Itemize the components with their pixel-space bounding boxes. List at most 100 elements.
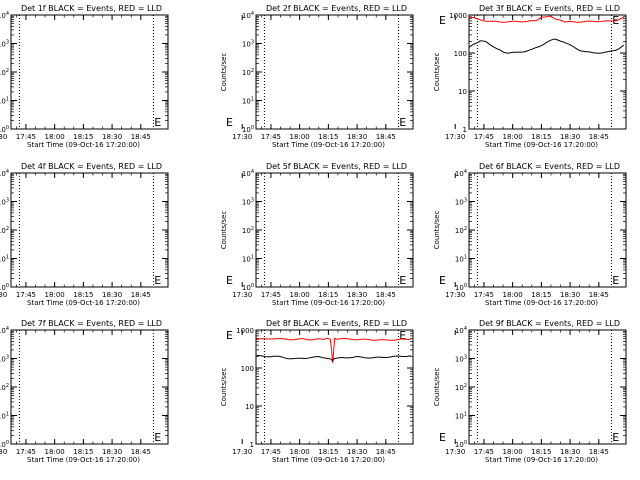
panel-7-y-tick-label: 101 <box>0 412 9 421</box>
panel-5-y-axis-label: Counts/sec <box>220 211 228 250</box>
panel-4-y-tick-label: 100 <box>0 283 9 292</box>
panel-7-y-tick-label: 100 <box>0 440 9 449</box>
panel-6-y-axis-label: Counts/sec <box>433 211 441 250</box>
panel-9-x-tick-label: 18:15 <box>531 448 551 456</box>
panel-3-x-tick-label: 18:00 <box>503 133 523 141</box>
panel-5-x-tick-label: 18:15 <box>318 291 338 299</box>
panel-8-x-axis-label: Start Time (09-Oct-16 17:20:00) <box>272 456 385 464</box>
panel-9-y-axis-label: Counts/sec <box>433 368 441 407</box>
panel-3-y-tick-label: 100 <box>454 50 467 58</box>
panel-6-x-tick-label: 18:00 <box>503 291 523 299</box>
panel-6-x-tick-label: 17:45 <box>474 291 494 299</box>
panel-1-x-tick-label: 18:30 <box>102 133 122 141</box>
detector-panel-9: Det 9f BLACK = Events, RED = LLD 100 101 10… <box>433 319 627 464</box>
panel-2-x-tick-label: 18:00 <box>290 133 310 141</box>
panel-7-y-tick-label: 103 <box>0 355 9 364</box>
panel-9-e-marker: E <box>439 431 446 444</box>
panel-6-y-tick-label: 104 <box>455 169 467 178</box>
panel-3-events-series <box>469 38 625 54</box>
detector-panel-8: Det 8f BLACK = Events, RED = LLD 1 10 100 10… <box>220 319 414 464</box>
panel-8-x-tick-label: 18:30 <box>347 448 367 456</box>
panel-5-y-tick-label: 103 <box>242 198 254 207</box>
panel-5-y-tick-label: 101 <box>242 255 254 264</box>
panel-5-x-tick-label: 17:45 <box>261 291 281 299</box>
panel-3-lld-series <box>469 15 624 23</box>
panel-8-y-tick-label: 10 <box>245 403 254 411</box>
panel-6-y-tick-label: 101 <box>455 255 467 264</box>
panel-9-x-axis-label: Start Time (09-Oct-16 17:20:00) <box>485 456 598 464</box>
panel-1-x-axis-label: Start Time (09-Oct-16 17:20:00) <box>27 141 140 149</box>
panel-3-y-axis-label: Counts/sec <box>433 53 441 92</box>
panel-4-x-tick-label: 18:15 <box>73 291 93 299</box>
panel-2-y-axis-label: Counts/sec <box>220 53 228 92</box>
panel-9-y-tick-label: 100 <box>455 440 467 449</box>
panel-1-y-tick-label: 103 <box>0 40 9 49</box>
panel-6-y-tick-label: 103 <box>455 198 467 207</box>
panel-6-x-tick-label: 18:15 <box>531 291 551 299</box>
detector-panel-1: Det 1f BLACK = Events, RED = LLD 100 101 10… <box>0 4 169 149</box>
panel-1-x-tick-label: 18:45 <box>131 133 151 141</box>
panel-5-x-axis-label: Start Time (09-Oct-16 17:20:00) <box>272 299 385 307</box>
panel-1-title: Det 1f BLACK = Events, RED = LLD <box>21 4 162 13</box>
detector-panel-4: Det 4f BLACK = Events, RED = LLD 100 101 10… <box>0 162 169 307</box>
panel-8-x-tick-label: 18:00 <box>290 448 310 456</box>
panel-5-e-marker: E <box>399 274 406 287</box>
detector-panel-5: Det 5f BLACK = Events, RED = LLD 100 101 10… <box>220 162 414 307</box>
panel-9-y-tick-label: 104 <box>455 326 467 335</box>
panel-8-title: Det 8f BLACK = Events, RED = LLD <box>266 319 407 328</box>
panel-5-title: Det 5f BLACK = Events, RED = LLD <box>266 162 407 171</box>
panel-5-x-tick-label: 18:00 <box>290 291 310 299</box>
panel-1-x-tick-label: 17:30 <box>0 133 7 141</box>
panel-8-e-marker: E <box>399 329 406 342</box>
panel-3-y-tick-label: 10 <box>458 88 467 96</box>
panel-2-y-tick-label: 102 <box>242 68 254 77</box>
panel-3-x-tick-label: 18:30 <box>560 133 580 141</box>
panel-8-x-tick-label: 17:45 <box>261 448 281 456</box>
panel-5-frame <box>255 172 414 288</box>
panel-1-x-tick-label: 17:45 <box>16 133 36 141</box>
panel-3-x-tick-label: 17:30 <box>445 133 465 141</box>
panel-2-x-tick-label: 17:30 <box>232 133 252 141</box>
panel-6-title: Det 6f BLACK = Events, RED = LLD <box>479 162 620 171</box>
panel-2-y-tick-label: 103 <box>242 40 254 49</box>
panel-7-y-tick-label: 102 <box>0 383 9 392</box>
panel-4-e-marker: E <box>154 274 161 287</box>
panel-6-e-marker: E <box>439 274 446 287</box>
panel-3-x-tick-label: 17:45 <box>474 133 494 141</box>
panel-8-e-marker: E <box>226 329 233 342</box>
panel-5-y-tick-label: 104 <box>242 169 254 178</box>
panel-6-x-tick-label: 18:30 <box>560 291 580 299</box>
panel-8-events-series <box>256 354 411 362</box>
panel-9-title: Det 9f BLACK = Events, RED = LLD <box>479 319 620 328</box>
panel-9-frame <box>468 329 627 445</box>
panel-7-e-marker: E <box>154 431 161 444</box>
panel-2-x-tick-label: 18:45 <box>376 133 396 141</box>
detector-panel-2: Det 2f BLACK = Events, RED = LLD 100 101 10… <box>220 4 414 149</box>
panel-7-x-axis-label: Start Time (09-Oct-16 17:20:00) <box>27 456 140 464</box>
panel-2-y-tick-label: 101 <box>242 97 254 106</box>
panel-2-y-tick-label: 104 <box>242 11 254 20</box>
panel-7-x-tick-label: 18:45 <box>131 448 151 456</box>
panel-3-e-marker: E <box>439 14 446 27</box>
panel-9-e-marker: E <box>612 431 619 444</box>
panel-9-y-tick-label: 102 <box>455 383 467 392</box>
panel-9-x-tick-label: 18:30 <box>560 448 580 456</box>
panel-7-x-tick-label: 17:30 <box>0 448 7 456</box>
panel-6-x-axis-label: Start Time (09-Oct-16 17:20:00) <box>485 299 598 307</box>
panel-7-y-tick-label: 104 <box>0 326 9 335</box>
panel-4-x-tick-label: 17:30 <box>0 291 7 299</box>
panel-4-y-tick-label: 102 <box>0 226 9 235</box>
panel-4-frame <box>10 172 169 288</box>
panel-2-x-tick-label: 18:15 <box>318 133 338 141</box>
panel-1-x-tick-label: 18:15 <box>73 133 93 141</box>
panel-8-y-tick-label: 1 <box>250 441 254 449</box>
panel-6-e-marker: E <box>612 274 619 287</box>
panel-1-e-marker: E <box>154 116 161 129</box>
panel-8-x-tick-label: 18:15 <box>318 448 338 456</box>
detector-panel-7: Det 7f BLACK = Events, RED = LLD 100 101 10… <box>0 319 169 464</box>
panel-8-frame <box>255 329 414 445</box>
panel-9-x-tick-label: 18:00 <box>503 448 523 456</box>
panel-5-x-tick-label: 18:30 <box>347 291 367 299</box>
panel-2-title: Det 2f BLACK = Events, RED = LLD <box>266 4 407 13</box>
